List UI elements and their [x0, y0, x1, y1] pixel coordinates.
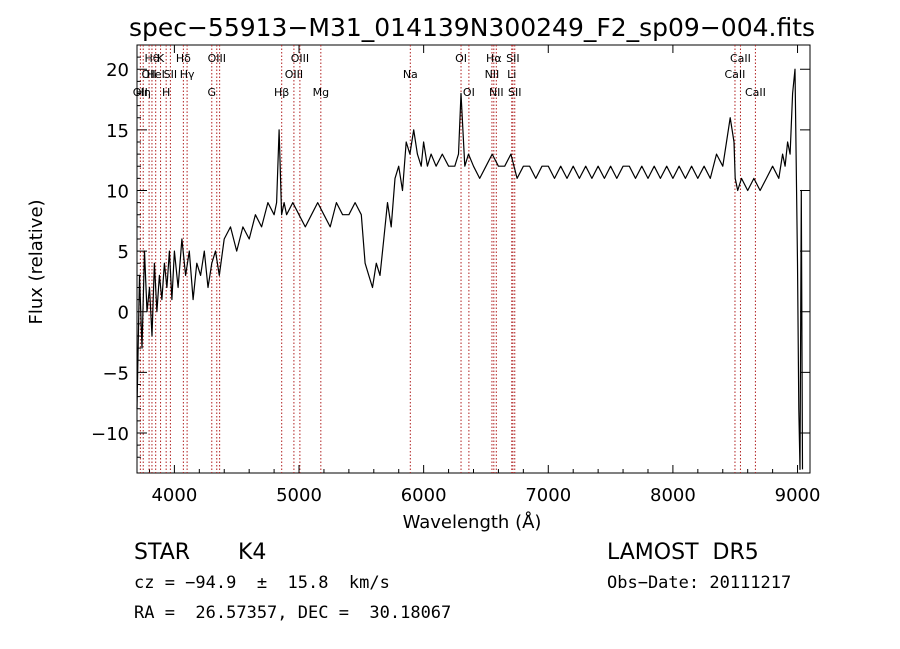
x-tick-label: 7000 — [525, 485, 571, 506]
x-tick-label: 6000 — [401, 485, 447, 506]
spectrum-line — [136, 68, 804, 470]
reference-line-label: OI — [455, 52, 467, 65]
reference-line-label: SII — [508, 86, 521, 99]
x-tick-label: 8000 — [650, 485, 696, 506]
reference-line-label: K — [157, 52, 165, 65]
reference-line-label: Hβ — [274, 86, 289, 99]
reference-line-label: Hα — [486, 52, 502, 65]
reference-line-label: CaII — [745, 86, 766, 99]
redshift-readout: cz = −94.9 ± 15.8 km/s — [134, 573, 390, 593]
reference-line-label: SII — [506, 52, 519, 65]
reference-line-label: OIII — [285, 68, 303, 81]
chart-title: spec−55913−M31_014139N300249_F2_sp09−004… — [129, 13, 815, 42]
y-tick-label: 20 — [106, 60, 129, 81]
x-axis: 4000 5000 6000 7000 8000 9000 — [148, 45, 821, 506]
plot-frame — [136, 44, 811, 474]
x-tick-label: 4000 — [151, 485, 197, 506]
survey-release: LAMOST DR5 — [607, 540, 759, 565]
spectral-subclass: K4 — [238, 540, 267, 565]
reference-line-label: H — [162, 86, 170, 99]
y-tick-label: 10 — [106, 181, 129, 202]
reference-line-label: Na — [403, 68, 418, 81]
reference-line-label: SII — [164, 68, 177, 81]
spectrum-series — [136, 68, 804, 470]
y-tick-label: −10 — [91, 424, 129, 445]
x-tick-label: 9000 — [775, 485, 821, 506]
reference-line-label: OIII — [208, 52, 226, 65]
reference-line-label: Mg — [313, 86, 329, 99]
reference-line-label: Hγ — [180, 68, 195, 81]
y-tick-label: 5 — [118, 242, 129, 263]
reference-line-label: Hδ — [176, 52, 191, 65]
reference-line-label: OII — [142, 68, 157, 81]
reference-line-label: OIII — [291, 52, 309, 65]
reference-line-label: Hθ — [144, 52, 159, 65]
reference-line-label: NII — [489, 86, 504, 99]
coordinates-readout: RA = 26.57357, DEC = 30.18067 — [134, 603, 452, 623]
reference-lines — [139, 45, 756, 473]
reference-line-labels: OIIHηOIIHθHeIKHSIIHδHγGOIIIHβOIIIOIIIMgN… — [133, 52, 766, 99]
reference-line-label: NII — [485, 68, 500, 81]
reference-line-label: OI — [463, 86, 475, 99]
reference-line-label: CaII — [725, 68, 746, 81]
object-class: STAR — [134, 540, 191, 565]
reference-line-label: HeI — [147, 68, 165, 81]
reference-line-label: OII — [133, 86, 148, 99]
reference-line-label: Li — [507, 68, 516, 81]
y-tick-label: 0 — [118, 303, 129, 324]
observation-date: Obs−Date: 20111217 — [607, 573, 792, 593]
y-tick-label: −5 — [102, 363, 129, 384]
y-axis: −10 −5 0 5 10 15 20 — [91, 56, 810, 458]
reference-line-label: Hη — [136, 86, 151, 99]
x-tick-label: 5000 — [276, 485, 322, 506]
y-axis-label: Flux (relative) — [26, 199, 47, 324]
x-axis-label: Wavelength (Å) — [403, 511, 542, 533]
reference-line-label: G — [208, 86, 217, 99]
reference-line-label: CaII — [730, 52, 751, 65]
y-tick-label: 15 — [106, 121, 129, 142]
